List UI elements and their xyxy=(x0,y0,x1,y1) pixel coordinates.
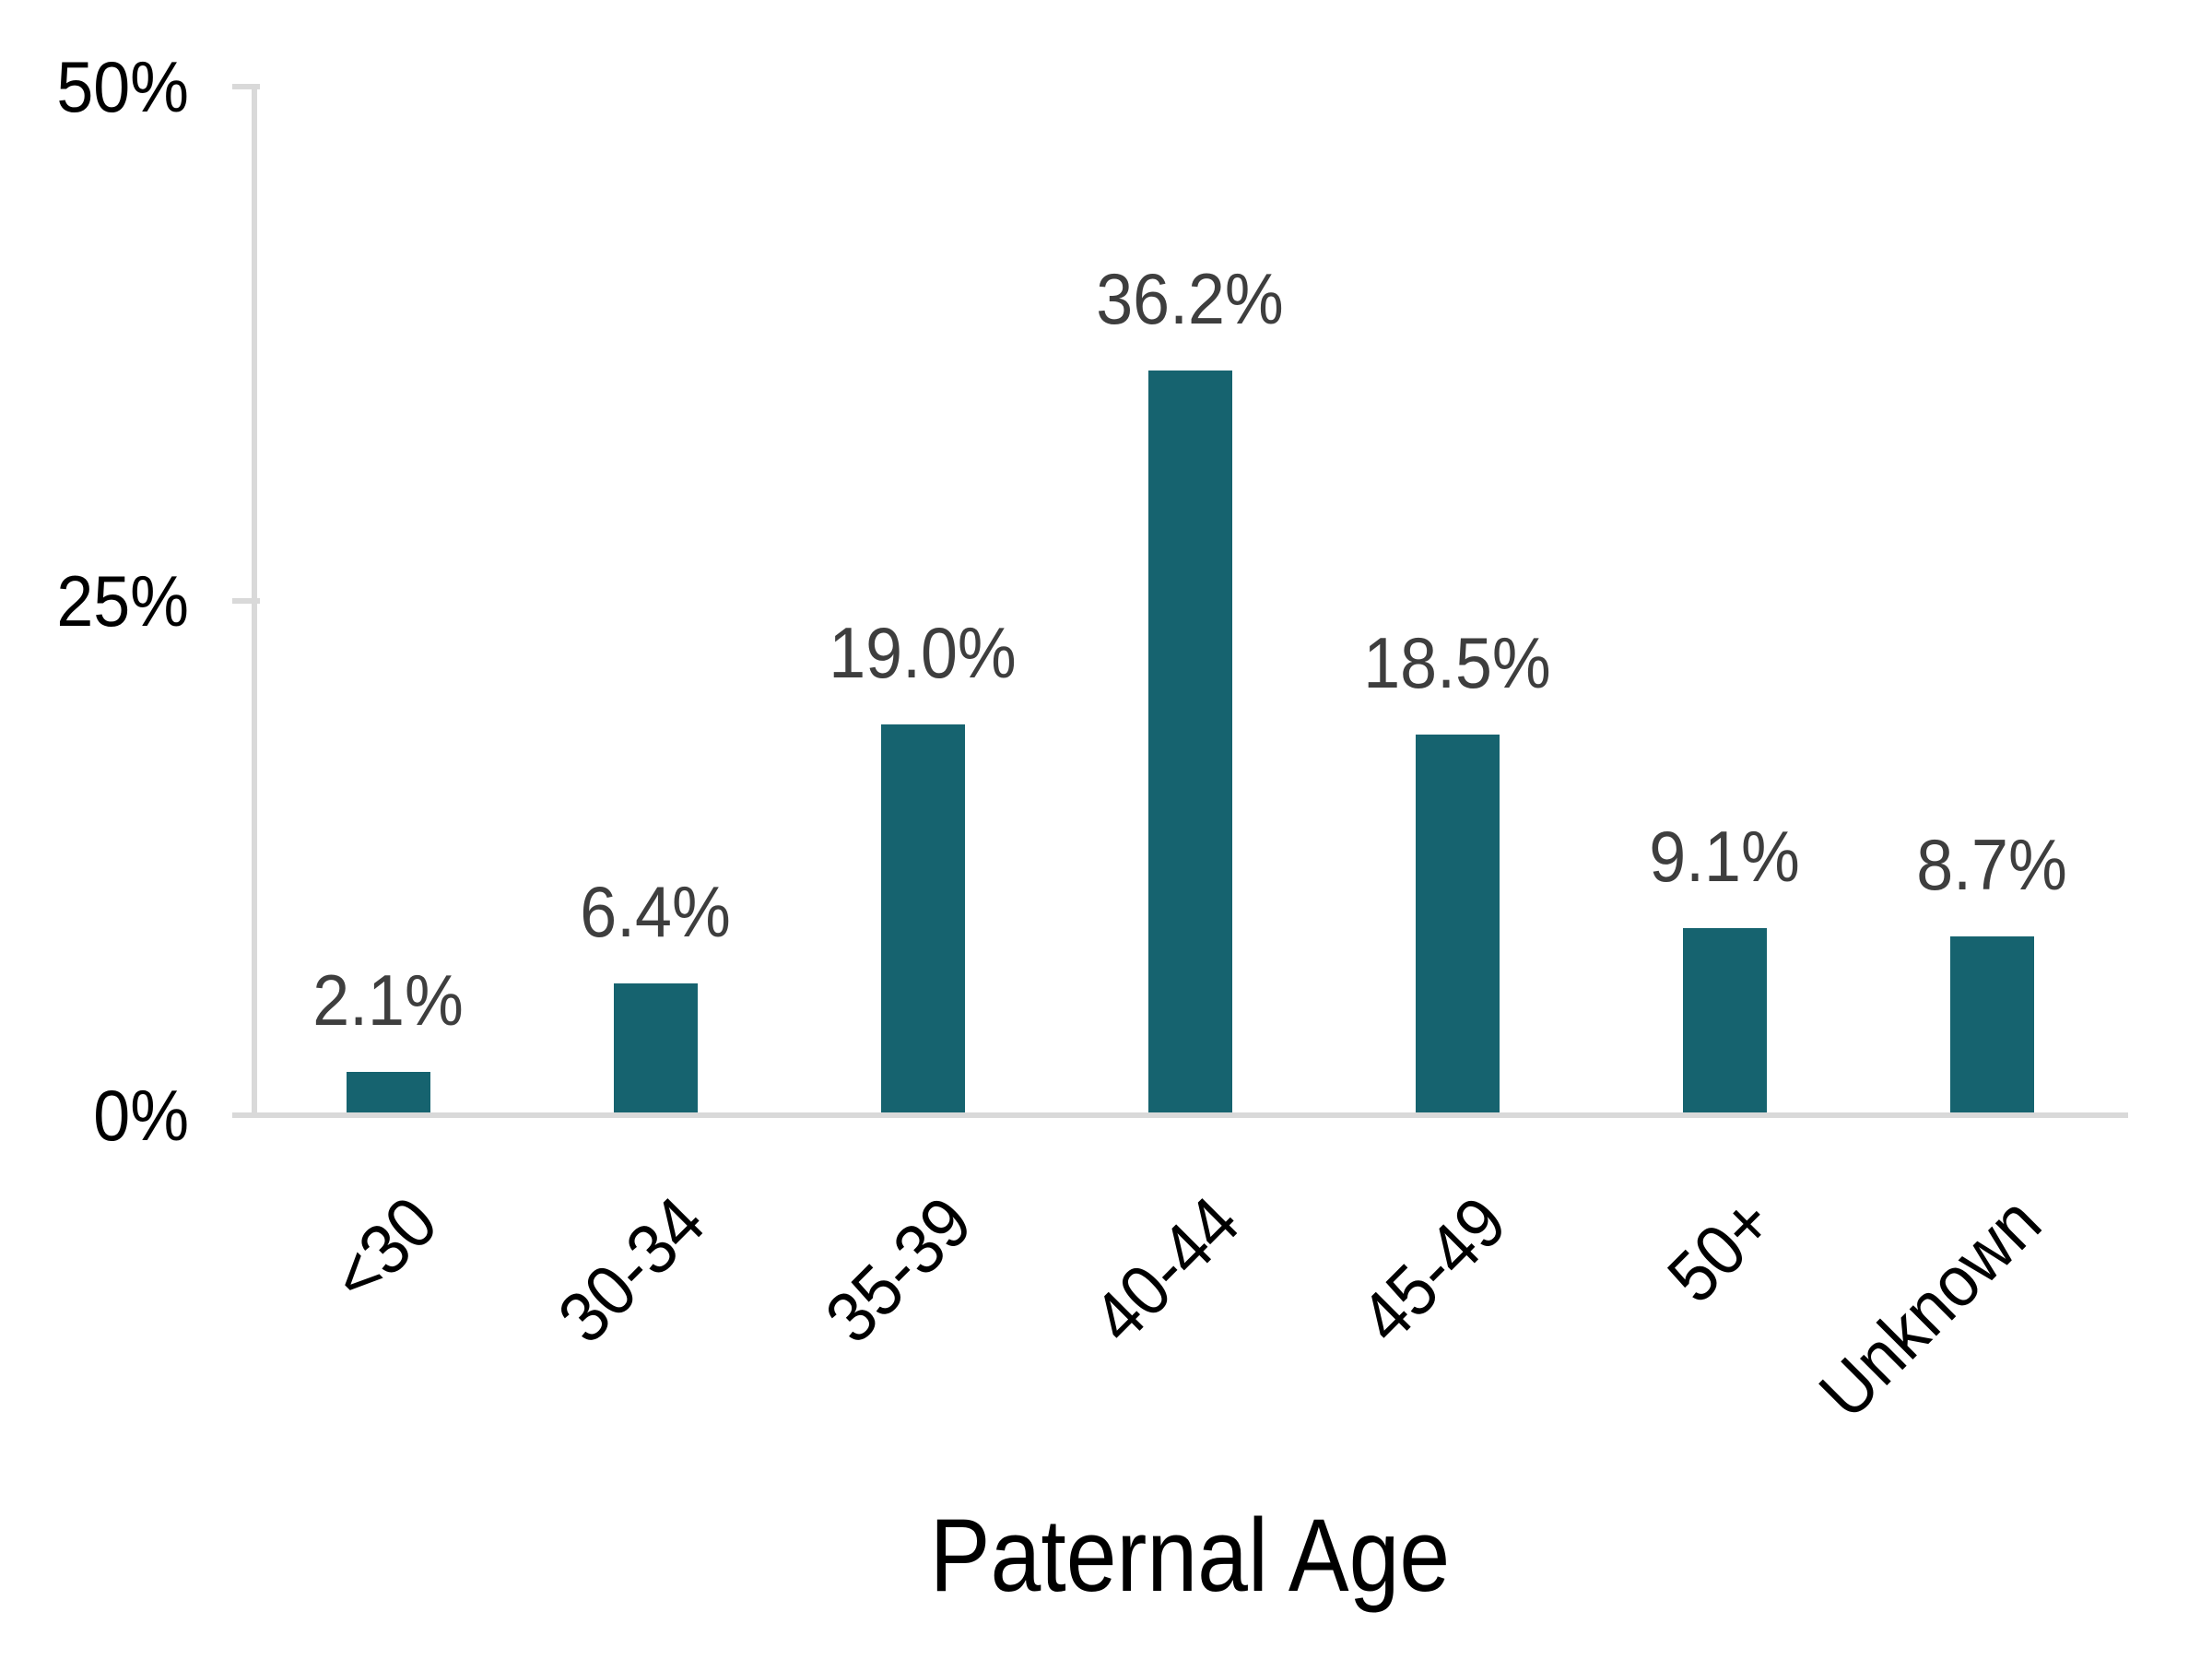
value-label: 19.0% xyxy=(829,612,1017,693)
bar-40-44 xyxy=(1148,371,1232,1112)
y-tick-label: 50% xyxy=(56,46,190,127)
value-label: 36.2% xyxy=(1096,258,1284,339)
y-tick-label: 25% xyxy=(56,560,190,641)
y-tick-mark xyxy=(232,1112,260,1118)
bar-50- xyxy=(1683,928,1767,1112)
y-tick-label: 0% xyxy=(93,1075,189,1156)
value-label: 6.4% xyxy=(580,871,731,952)
bar--30 xyxy=(347,1072,430,1112)
value-label: 8.7% xyxy=(1916,824,2067,905)
bar-unknown xyxy=(1950,936,2034,1112)
x-axis-title: Paternal Age xyxy=(929,1498,1451,1613)
bar-35-39 xyxy=(881,724,965,1112)
value-label: 18.5% xyxy=(1363,622,1551,703)
value-label: 2.1% xyxy=(312,959,464,1041)
bar-30-34 xyxy=(614,983,698,1112)
y-tick-mark xyxy=(232,598,260,604)
x-axis-line xyxy=(232,1112,2128,1118)
bar-45-49 xyxy=(1416,735,1500,1112)
value-label: 9.1% xyxy=(1649,816,1800,897)
y-tick-mark xyxy=(232,84,260,89)
